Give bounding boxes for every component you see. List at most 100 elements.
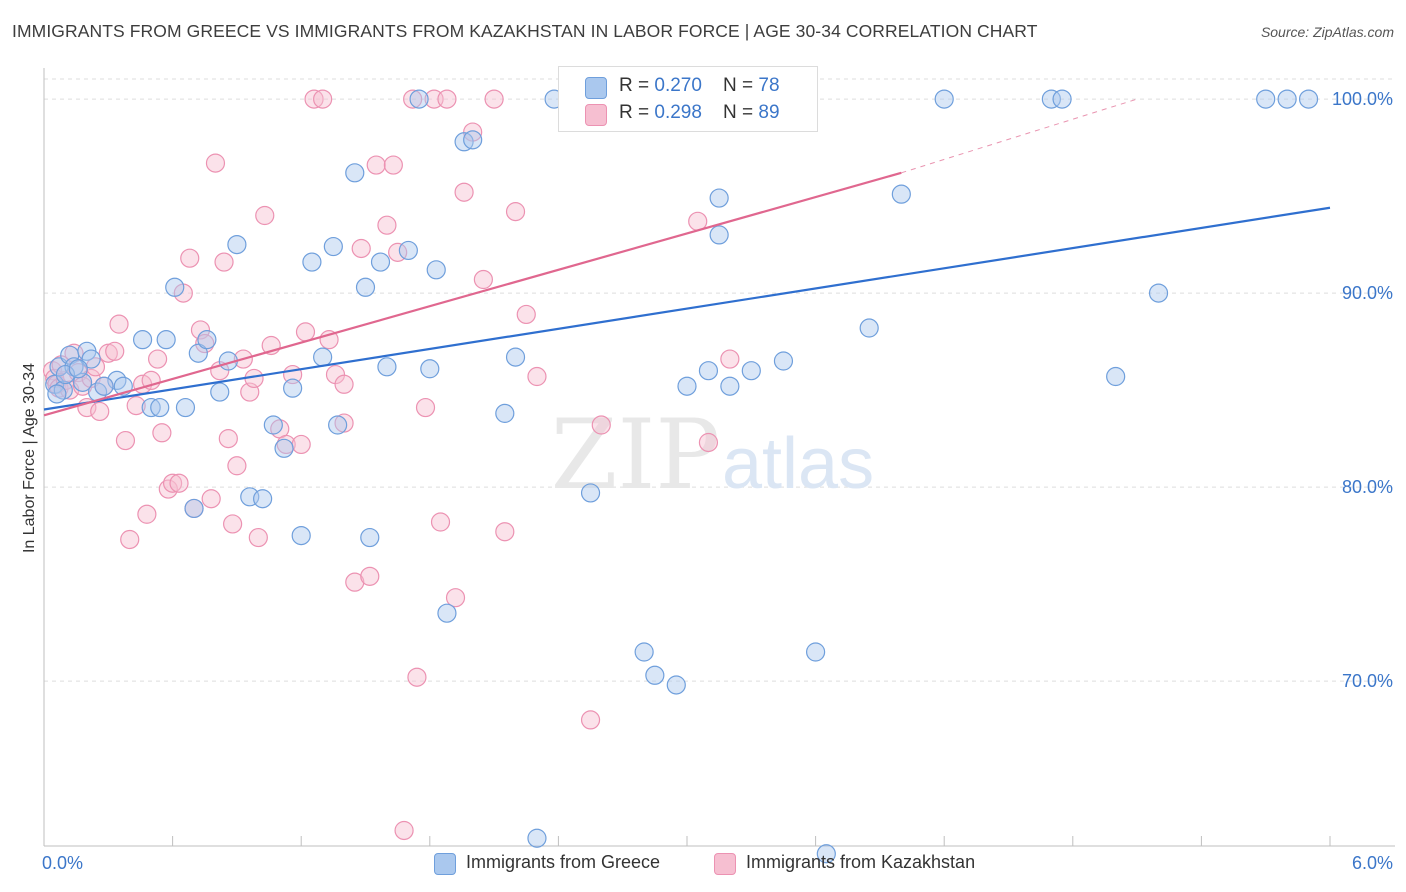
kazakhstan-point: [403, 89, 423, 109]
x-tick-label-max: 6.0%: [1352, 853, 1393, 873]
greece-point: [934, 89, 954, 109]
kazakhstan-point: [126, 396, 146, 416]
greece-point: [677, 376, 697, 396]
kazakhstan-point: [105, 341, 125, 361]
greece-point: [94, 376, 114, 396]
greece-point: [302, 252, 322, 272]
kazakhstan-point: [223, 514, 243, 534]
kazakhstan-trend-extension: [901, 98, 1138, 174]
kazakhstan-trend-line: [43, 171, 902, 417]
kazakhstan-point: [484, 89, 504, 109]
kazakhstan-point: [255, 205, 275, 226]
bottom-legend-greece-label: Immigrants from Greece: [466, 852, 661, 872]
y-tick-label: 100.0%: [1332, 89, 1393, 109]
kazakhstan-point: [147, 349, 168, 369]
kazakhstan-point: [698, 432, 719, 453]
greece-point: [409, 89, 429, 109]
kazakhstan-swatch-icon: [585, 104, 607, 126]
greece-point: [1256, 89, 1276, 109]
greece-swatch-icon: [585, 77, 607, 99]
kazakhstan-point: [90, 401, 110, 422]
kazakhstan-point: [473, 269, 493, 290]
kazakhstan-point: [377, 215, 397, 235]
greece-point: [345, 163, 365, 183]
kazakhstan-point: [201, 489, 221, 509]
chart-title: IMMIGRANTS FROM GREECE VS IMMIGRANTS FRO…: [12, 21, 1038, 41]
greece-point: [210, 382, 230, 402]
greece-point: [323, 236, 343, 257]
correlation-legend: R = 0.270 N = 78 R = 0.298 N = 89: [558, 66, 818, 132]
greece-point: [463, 130, 483, 150]
legend-kazakhstan-text: R = 0.298 N = 89: [619, 102, 780, 123]
greece-point: [1148, 283, 1169, 303]
kazakhstan-point: [227, 456, 247, 476]
axes: [43, 68, 1395, 847]
greece-point: [197, 330, 217, 350]
greece-point: [165, 277, 185, 297]
greece-point: [891, 184, 911, 204]
greece-point: [859, 318, 879, 338]
kazakhstan-point: [180, 248, 200, 268]
y-tick-label: 90.0%: [1342, 283, 1393, 303]
greece-point: [495, 403, 515, 423]
kazakhstan-point: [218, 429, 238, 449]
greece-point: [184, 498, 204, 519]
greece-point: [1106, 366, 1126, 387]
greece-point: [580, 483, 601, 503]
kazakhstan-point: [152, 423, 172, 443]
greece-point: [150, 397, 170, 418]
kazakhstan-point: [366, 155, 386, 175]
source-label: Source: ZipAtlas.com: [1260, 24, 1394, 40]
kazakhstan-point: [430, 512, 451, 532]
greece-point: [1041, 89, 1061, 109]
greece-point: [426, 260, 446, 280]
greece-point: [709, 225, 729, 245]
greece-trend-line: [43, 206, 1331, 411]
kazakhstan-point: [394, 820, 414, 841]
kazakhstan-point: [454, 182, 474, 202]
greece-point: [377, 357, 397, 377]
greece-point: [645, 665, 665, 685]
greece-legend-icon: [434, 853, 456, 875]
kazakhstan-point: [334, 374, 354, 394]
greece-point: [291, 525, 311, 546]
greece-point: [741, 361, 761, 381]
y-tick-label: 80.0%: [1342, 477, 1393, 497]
bottom-legend-kazakhstan-label: Immigrants from Kazakhstan: [746, 852, 976, 872]
kazakhstan-point: [351, 238, 371, 259]
greece-point: [328, 415, 348, 435]
kazakhstan-point: [109, 314, 129, 334]
greece-point: [398, 240, 418, 261]
kazakhstan-point: [205, 153, 226, 173]
greece-point: [527, 828, 547, 848]
greece-point: [274, 438, 294, 458]
greece-point: [68, 359, 88, 379]
greece-point: [360, 527, 380, 548]
kazakhstan-point: [115, 430, 136, 451]
kazakhstan-point: [505, 202, 526, 222]
y-tick-label: 70.0%: [1342, 671, 1393, 691]
kazakhstan-point: [527, 366, 547, 387]
kazakhstan-point: [591, 415, 611, 435]
kazakhstan-point: [248, 527, 268, 548]
greece-point: [253, 489, 273, 509]
greece-point: [355, 277, 376, 297]
greece-point: [313, 347, 333, 367]
greece-point: [1298, 89, 1319, 109]
watermark-atlas: atlas: [722, 424, 874, 504]
greece-point: [47, 384, 67, 404]
greece-point: [81, 349, 101, 369]
greece-point: [370, 252, 391, 272]
greece-point: [666, 675, 686, 695]
kazakhstan-point: [295, 322, 316, 342]
kazakhstan-point: [445, 588, 466, 608]
greece-point: [505, 347, 526, 367]
greece-point: [263, 415, 283, 435]
kazakhstan-point: [383, 155, 403, 175]
greece-point: [437, 603, 457, 623]
greece-point: [227, 235, 247, 255]
kazakhstan-point: [141, 370, 161, 390]
greece-point: [816, 844, 836, 864]
kazakhstan-point: [720, 349, 740, 369]
